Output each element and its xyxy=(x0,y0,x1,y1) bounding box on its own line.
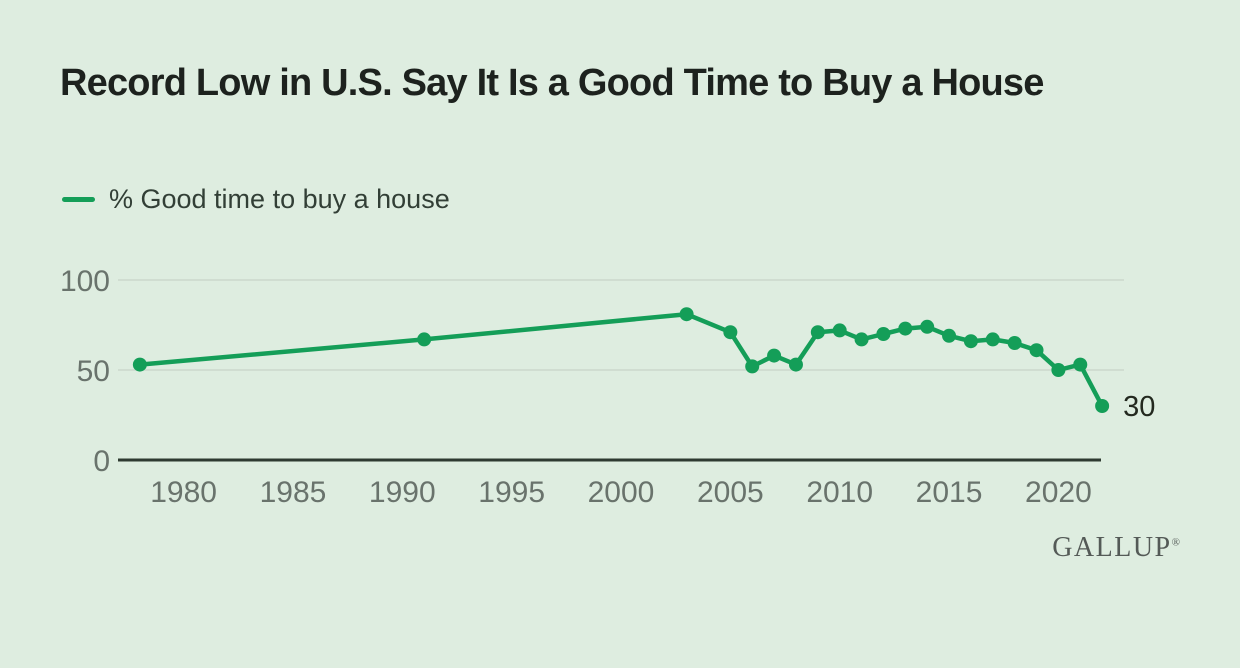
data-point-2022 xyxy=(1095,399,1110,413)
x-axis-tick-label: 1995 xyxy=(478,476,545,509)
data-point-2021 xyxy=(1073,357,1088,372)
data-point-2018 xyxy=(1007,336,1022,350)
chart-title: Record Low in U.S. Say It Is a Good Time… xyxy=(60,62,1044,104)
legend-line-icon xyxy=(62,197,95,202)
data-point-2015 xyxy=(942,328,957,343)
data-point-2014 xyxy=(920,319,935,334)
data-point-2003 xyxy=(679,307,694,322)
data-point-2011 xyxy=(854,332,869,347)
data-point-2005 xyxy=(723,325,738,340)
last-value-label: 30 xyxy=(1123,391,1155,423)
x-axis-tick-label: 1980 xyxy=(150,476,217,509)
data-point-2007 xyxy=(767,348,782,363)
y-axis-tick-label: 0 xyxy=(93,445,110,478)
data-point-2020 xyxy=(1051,363,1066,377)
x-axis-tick-label: 1985 xyxy=(260,476,327,509)
x-axis-tick-label: 2015 xyxy=(916,476,983,509)
data-point-2017 xyxy=(985,332,1000,347)
data-point-2013 xyxy=(898,321,913,336)
registered-mark: ® xyxy=(1171,536,1180,549)
data-point-1978 xyxy=(132,357,147,372)
trend-line xyxy=(137,311,1105,409)
x-axis-tick-label: 2010 xyxy=(806,476,873,509)
y-axis-tick-label: 100 xyxy=(60,265,110,298)
data-point-2016 xyxy=(963,334,978,349)
x-axis-tick-label: 2020 xyxy=(1025,476,1092,509)
data-point-2008 xyxy=(788,357,803,372)
data-point-2019 xyxy=(1029,343,1044,358)
x-axis-tick-label: 2000 xyxy=(588,476,655,509)
data-point-1991 xyxy=(417,332,432,347)
x-axis-tick-label: 1990 xyxy=(369,476,436,509)
data-point-2012 xyxy=(876,327,891,341)
data-point-2009 xyxy=(810,325,825,340)
y-axis-tick-label: 50 xyxy=(77,355,110,388)
data-point-2006 xyxy=(745,359,760,374)
x-axis-tick-label: 2005 xyxy=(697,476,764,509)
gallup-wordmark: GALLUP xyxy=(1052,532,1172,563)
legend-label: % Good time to buy a house xyxy=(109,184,450,214)
gallup-logo: GALLUP® xyxy=(1052,532,1180,564)
data-point-2010 xyxy=(832,323,847,338)
legend: % Good time to buy a house xyxy=(62,184,450,215)
